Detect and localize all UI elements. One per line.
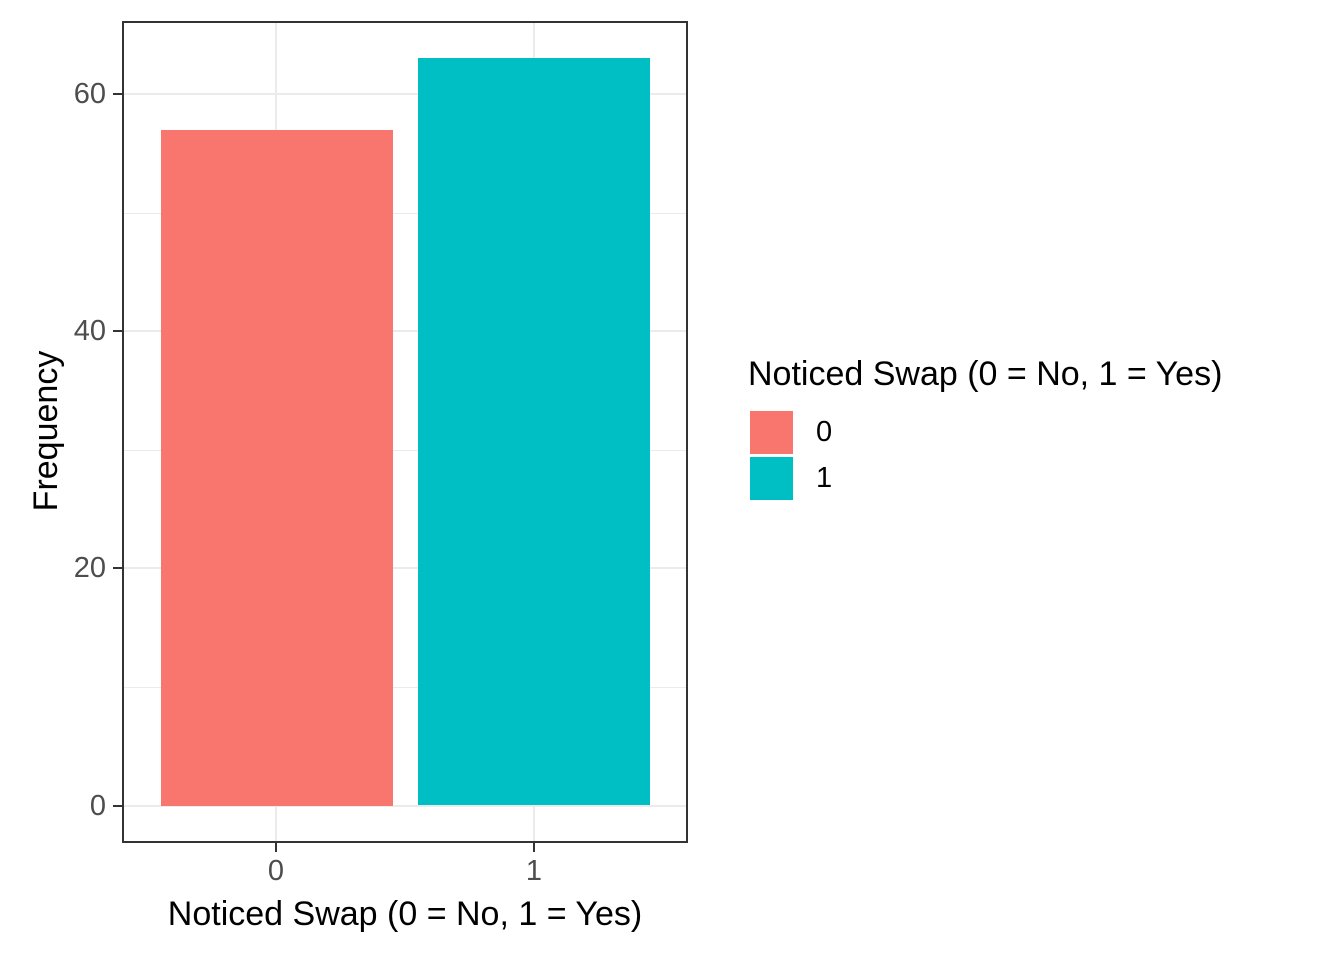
bar-0 [161, 130, 393, 806]
legend-entry-1: 1 [750, 457, 1222, 500]
y-tick-label-40: 40 [73, 315, 106, 347]
x-axis-title: Noticed Swap (0 = No, 1 = Yes) [167, 895, 643, 933]
y-tick-label-60: 60 [73, 78, 106, 110]
legend-label-1: 1 [816, 462, 833, 494]
x-tick-1 [533, 843, 535, 852]
x-tick-label-1: 1 [525, 855, 543, 887]
y-axis-title: Frequency [27, 350, 65, 512]
minor-gridline-y-10 [122, 687, 688, 688]
legend-swatch-0 [750, 411, 793, 454]
major-gridline-y-0 [122, 805, 688, 807]
x-tick-0 [275, 843, 277, 852]
plot-panel [122, 21, 688, 843]
y-tick-20 [113, 567, 122, 569]
y-tick-40 [113, 330, 122, 332]
legend-label-0: 0 [816, 416, 833, 448]
y-tick-label-20: 20 [73, 552, 106, 584]
legend-entry-0: 0 [750, 411, 1222, 454]
y-tick-label-0: 0 [89, 790, 106, 822]
major-gridline-y-40 [122, 330, 688, 332]
y-tick-0 [113, 805, 122, 807]
legend-swatch-1 [750, 457, 793, 500]
major-gridline-y-20 [122, 567, 688, 569]
bar-1 [418, 58, 650, 805]
x-tick-label-0: 0 [267, 855, 285, 887]
major-gridline-y-60 [122, 93, 688, 95]
minor-gridline-y-30 [122, 450, 688, 451]
y-tick-60 [113, 93, 122, 95]
legend-title: Noticed Swap (0 = No, 1 = Yes) [748, 355, 1223, 393]
minor-gridline-y-50 [122, 213, 688, 214]
